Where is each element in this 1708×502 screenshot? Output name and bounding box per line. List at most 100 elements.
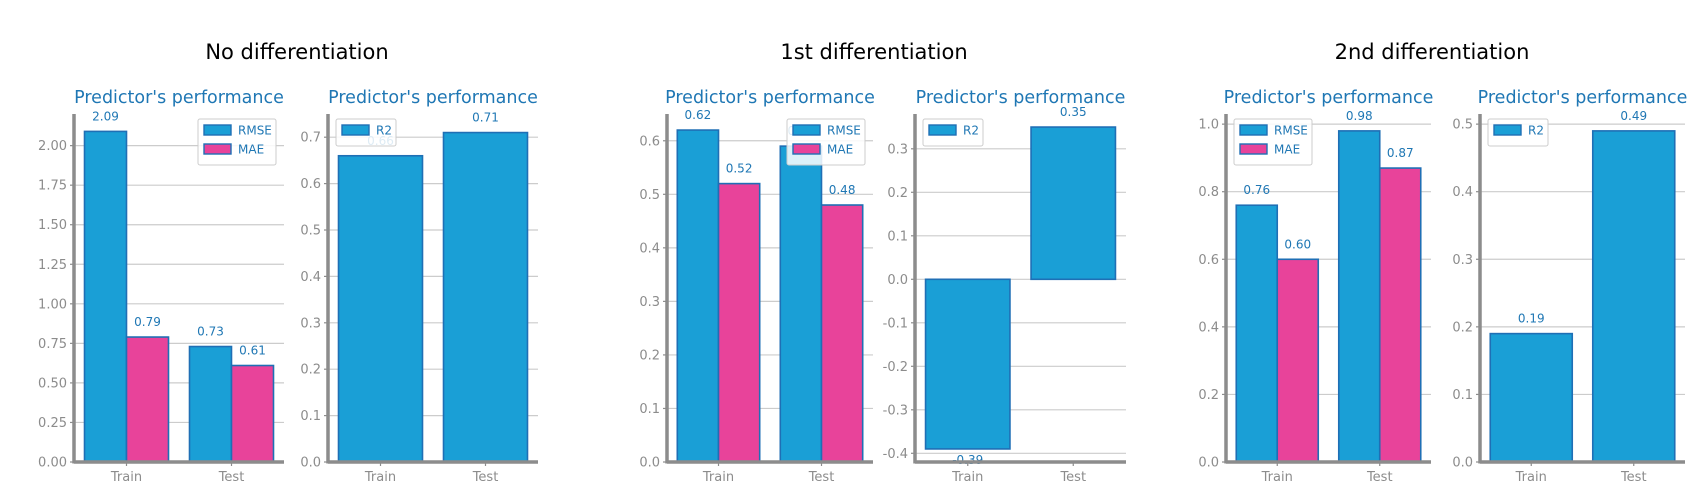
chart-0: Predictor's performance 0.00 0.25 0.50 0.75 1… <box>38 88 284 485</box>
chart-5: Predictor's performance 0.0 0.1 0.2 0.3 0.4 0.… <box>1452 88 1687 485</box>
y-tick-label: 0.5 <box>1452 118 1473 133</box>
x-tick-label-train: Train <box>1261 470 1293 485</box>
y-tick-label: 0.3 <box>639 295 660 310</box>
bar-rmse-train <box>1235 204 1279 463</box>
y-tick-label: 0.1 <box>887 229 908 244</box>
y-tick-label: 1.00 <box>38 297 67 312</box>
y-tick-label: 0.75 <box>38 337 67 352</box>
bar-label-rmse-train: 0.76 <box>1243 183 1270 197</box>
legend-label-mae: MAE <box>827 143 853 157</box>
legend-swatch-mae <box>1239 143 1268 155</box>
bar-rmse-train <box>83 130 128 463</box>
y-tick-label: 0.0 <box>1198 456 1219 471</box>
bar-mae-test <box>1378 167 1422 463</box>
bar-mae-test <box>820 204 864 463</box>
bar-label-mae-train: 0.60 <box>1284 237 1311 251</box>
y-tick-label: 0.8 <box>1198 185 1219 200</box>
bar-r2-train <box>924 278 1011 450</box>
legend-swatch-mae <box>792 143 821 155</box>
bar-label-r2-test: 0.35 <box>1060 105 1087 119</box>
bar-r2-test <box>1030 126 1117 281</box>
x-tick-label-test: Test <box>808 470 835 485</box>
plots: Predictor's performance 0.00 0.25 0.50 0.75 1… <box>38 88 1687 485</box>
y-tick-label: 0.25 <box>38 416 67 431</box>
y-tick-label: 0.4 <box>1198 320 1219 335</box>
chart-title: Predictor's performance <box>916 88 1126 108</box>
bar-label-mae-train: 0.79 <box>134 315 161 329</box>
y-tick-label: 0.3 <box>1452 253 1473 268</box>
legend-label-mae: MAE <box>238 143 264 157</box>
x-tick-label-train: Train <box>702 470 734 485</box>
chart-title: Predictor's performance <box>1224 88 1434 108</box>
y-tick-label: 0.1 <box>639 402 660 417</box>
legend: RMSE MAE <box>1233 118 1313 166</box>
legend-swatch-rmse <box>792 124 821 136</box>
chart-4: Predictor's performance 0.0 0.2 0.4 0.6 0.8 1.… <box>1198 88 1433 485</box>
chart-2: Predictor's performance 0.0 0.1 0.2 0.3 0.4 0.… <box>639 88 875 485</box>
legend: RMSE MAE <box>786 118 866 166</box>
y-tick-label: 0.4 <box>300 270 321 285</box>
y-tick-label: 1.0 <box>1198 118 1219 133</box>
bar-label-mae-test: 0.61 <box>239 344 266 358</box>
bar-label-r2-test: 0.49 <box>1620 109 1647 123</box>
bar-rmse-train <box>676 129 720 463</box>
y-tick-label: 2.00 <box>38 139 67 154</box>
y-tick-label: -0.4 <box>883 447 908 462</box>
bar-label-rmse-test: 0.73 <box>197 325 224 339</box>
x-tick-label-train: Train <box>1515 470 1547 485</box>
y-tick-label: 0.3 <box>300 316 321 331</box>
y-tick-label: 0.0 <box>639 456 660 471</box>
bar-label-mae-test: 0.48 <box>829 183 856 197</box>
bar-rmse-test <box>779 145 823 463</box>
legend-swatch-rmse <box>1239 124 1268 136</box>
legend-label-rmse: RMSE <box>238 124 272 138</box>
chart-1: Predictor's performance 0.0 0.1 0.2 0.3 0.4 0.… <box>300 88 538 485</box>
legend-label-rmse: RMSE <box>1274 124 1308 138</box>
chart-title: Predictor's performance <box>74 88 284 108</box>
y-tick-label: 0.7 <box>300 131 321 146</box>
legend-label-rmse: RMSE <box>827 124 861 138</box>
bar-label-rmse-train: 0.62 <box>685 108 712 122</box>
legend-swatch-r2 <box>1493 124 1522 136</box>
legend-label-mae: MAE <box>1274 143 1300 157</box>
legend: R2 <box>922 118 984 147</box>
y-tick-label: 0.2 <box>1452 320 1473 335</box>
bar-mae-train <box>717 182 761 463</box>
chart-title: Predictor's performance <box>328 88 538 108</box>
y-tick-label: 0.4 <box>1452 185 1473 200</box>
x-tick-label-train: Train <box>110 470 142 485</box>
bar-r2-test <box>442 131 529 463</box>
bar-rmse-test <box>1337 130 1381 463</box>
y-tick-label: 0.3 <box>887 142 908 157</box>
y-tick-label: -0.2 <box>883 360 908 375</box>
y-tick-label: 0.5 <box>300 224 321 239</box>
x-tick-label-test: Test <box>1366 470 1393 485</box>
y-tick-label: 0.6 <box>300 177 321 192</box>
bar-mae-test <box>230 364 275 463</box>
x-tick-label-train: Train <box>364 470 396 485</box>
legend: R2 <box>335 118 397 147</box>
x-tick-label-test: Test <box>1059 470 1086 485</box>
x-tick-label-test: Test <box>472 470 499 485</box>
bar-r2-train <box>337 154 424 463</box>
legend-label-r2: R2 <box>376 124 392 138</box>
bar-label-rmse-test: 0.98 <box>1346 109 1373 123</box>
y-tick-label: -0.1 <box>883 316 908 331</box>
y-tick-label: 0.2 <box>1198 388 1219 403</box>
bar-rmse-test <box>188 345 233 463</box>
legend-swatch-rmse <box>203 124 232 136</box>
y-tick-label: 0.2 <box>887 186 908 201</box>
bar-mae-train <box>125 336 170 463</box>
y-tick-label: 0.1 <box>1452 388 1473 403</box>
bar-label-r2-train: 0.19 <box>1518 312 1545 326</box>
y-tick-label: 0.4 <box>639 241 660 256</box>
y-tick-label: 0.2 <box>300 363 321 378</box>
y-tick-label: 0.0 <box>300 456 321 471</box>
y-tick-label: 1.75 <box>38 179 67 194</box>
y-tick-label: 0.0 <box>1452 456 1473 471</box>
y-tick-label: 0.6 <box>1198 253 1219 268</box>
y-tick-label: 0.1 <box>300 409 321 424</box>
group-title-1st-diff: 1st differentiation <box>780 40 967 64</box>
x-tick-label-test: Test <box>1620 470 1647 485</box>
legend-swatch-mae <box>203 143 232 155</box>
